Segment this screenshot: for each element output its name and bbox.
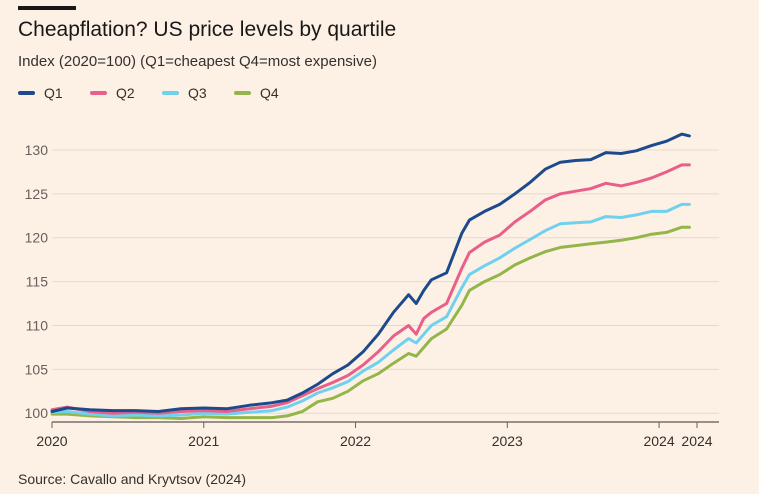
series-line-q2 [50, 163, 691, 415]
chart-title: Cheapflation? US price levels by quartil… [18, 18, 397, 41]
y-tick-label-115: 115 [26, 274, 49, 290]
x-tick-label-5: 2024 [681, 433, 712, 449]
chart-subtitle: Index (2020=100) (Q1=cheapest Q4=most ex… [18, 53, 377, 70]
brand-bar [18, 6, 76, 10]
x-tick-label-0: 2020 [36, 433, 67, 449]
legend-label-q4: Q4 [260, 85, 279, 101]
legend-item-q1: Q1 [18, 85, 90, 101]
legend-swatch-q4 [234, 91, 251, 95]
series-line-q4 [50, 225, 691, 420]
x-tick-label-3: 2023 [492, 433, 523, 449]
legend-item-q3: Q3 [162, 85, 234, 101]
chart-legend: Q1 Q2 Q3 Q4 [18, 85, 306, 101]
legend-swatch-q3 [162, 91, 179, 95]
y-tick-label-125: 125 [25, 186, 49, 202]
legend-label-q1: Q1 [44, 85, 63, 101]
x-tick-label-1: 2021 [188, 433, 219, 449]
series-line-q3 [50, 202, 691, 418]
legend-item-q2: Q2 [90, 85, 162, 101]
y-tick-label-105: 105 [25, 361, 49, 377]
y-tick-label-130: 130 [25, 142, 49, 158]
legend-item-q4: Q4 [234, 85, 306, 101]
legend-label-q2: Q2 [116, 85, 135, 101]
y-tick-label-100: 100 [25, 405, 49, 421]
legend-swatch-q2 [90, 91, 107, 95]
x-tick-label-2: 2022 [340, 433, 371, 449]
y-tick-label-110: 110 [26, 317, 49, 333]
x-tick-label-4: 2024 [643, 433, 674, 449]
chart-source: Source: Cavallo and Kryvtsov (2024) [18, 471, 246, 487]
legend-swatch-q1 [18, 91, 35, 95]
y-tick-label-120: 120 [25, 230, 49, 246]
series-line-q1 [50, 132, 691, 413]
legend-label-q3: Q3 [188, 85, 207, 101]
